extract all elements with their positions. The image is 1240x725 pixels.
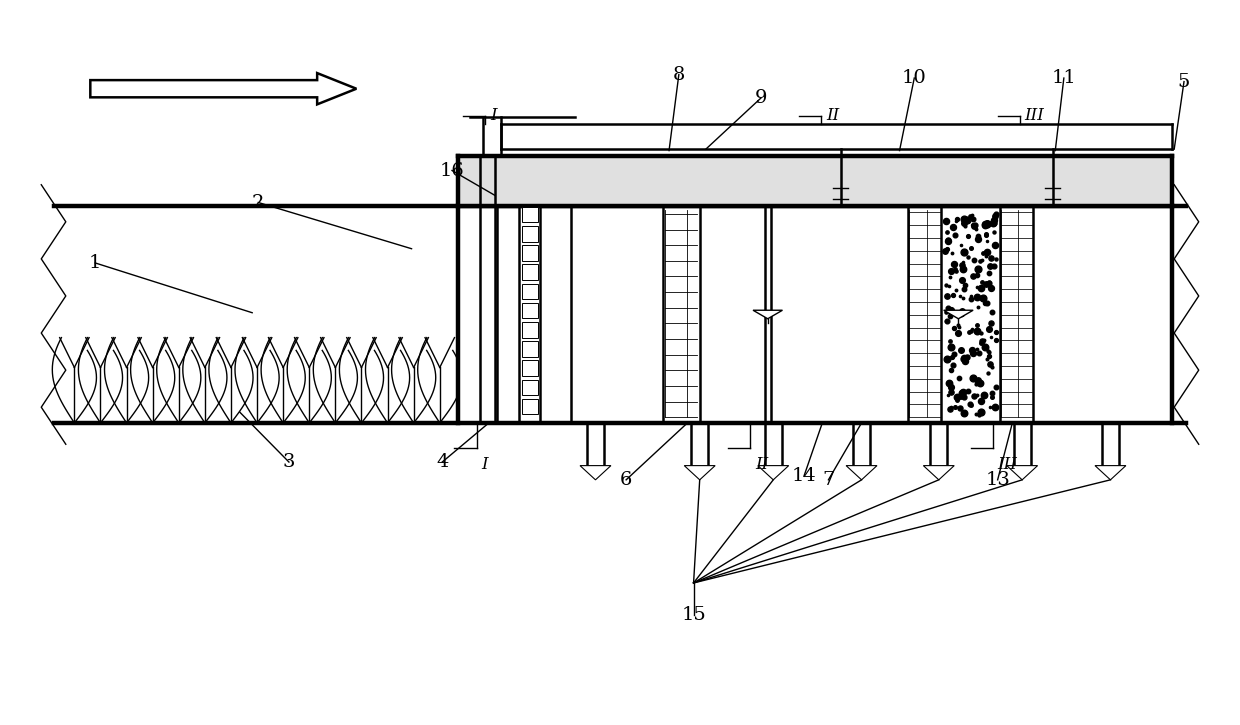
Text: I: I bbox=[481, 457, 489, 473]
Bar bbox=[522, 399, 538, 415]
Text: 2: 2 bbox=[252, 194, 264, 212]
Text: 3: 3 bbox=[283, 453, 295, 471]
Bar bbox=[522, 380, 538, 395]
Text: 13: 13 bbox=[986, 471, 1011, 489]
Polygon shape bbox=[944, 310, 973, 319]
Text: 9: 9 bbox=[755, 89, 768, 107]
Bar bbox=[522, 360, 538, 376]
Polygon shape bbox=[753, 310, 782, 319]
Bar bbox=[522, 226, 538, 241]
Text: II: II bbox=[755, 457, 768, 473]
Bar bbox=[522, 207, 538, 223]
Polygon shape bbox=[846, 465, 877, 480]
Polygon shape bbox=[758, 465, 789, 480]
Bar bbox=[522, 283, 538, 299]
Text: 14: 14 bbox=[791, 468, 816, 485]
Text: 1: 1 bbox=[89, 254, 102, 272]
Bar bbox=[522, 341, 538, 357]
Text: 6: 6 bbox=[620, 471, 632, 489]
Bar bbox=[458, 157, 1172, 206]
Text: 16: 16 bbox=[440, 162, 465, 180]
Text: 8: 8 bbox=[672, 65, 684, 83]
Text: 11: 11 bbox=[1052, 69, 1076, 87]
Bar bbox=[522, 245, 538, 261]
Polygon shape bbox=[1007, 465, 1038, 480]
Text: I: I bbox=[490, 107, 497, 124]
Text: 4: 4 bbox=[436, 453, 449, 471]
Polygon shape bbox=[924, 465, 955, 480]
Polygon shape bbox=[580, 465, 611, 480]
Polygon shape bbox=[1095, 465, 1126, 480]
Polygon shape bbox=[91, 73, 356, 104]
Text: III: III bbox=[998, 457, 1018, 473]
Text: 10: 10 bbox=[901, 69, 926, 87]
Bar bbox=[522, 303, 538, 318]
Text: 7: 7 bbox=[822, 471, 835, 489]
Bar bbox=[522, 322, 538, 338]
Text: III: III bbox=[1024, 107, 1044, 124]
Text: 15: 15 bbox=[681, 606, 706, 624]
Bar bbox=[522, 265, 538, 280]
Polygon shape bbox=[684, 465, 715, 480]
Bar bbox=[458, 206, 1172, 423]
Text: II: II bbox=[826, 107, 839, 124]
Text: 5: 5 bbox=[1178, 72, 1190, 91]
